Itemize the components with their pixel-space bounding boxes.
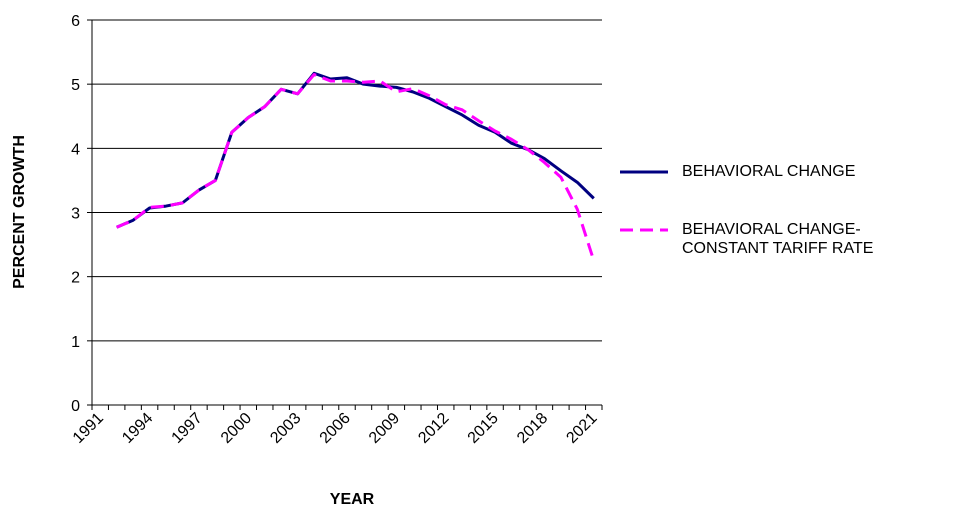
x-tick-label: 2012 <box>415 410 452 447</box>
x-tick-label: 2000 <box>218 410 255 447</box>
x-axis-title: YEAR <box>330 491 375 508</box>
x-tick-label: 2021 <box>563 410 600 447</box>
x-tick-label: 1991 <box>70 410 107 447</box>
y-tick-label: 3 <box>71 206 80 223</box>
x-tick-label: 2009 <box>366 410 403 447</box>
x-tick-label: 2006 <box>317 410 354 447</box>
x-tick-label: 1994 <box>119 410 156 447</box>
y-tick-label: 5 <box>71 77 80 94</box>
y-tick-label: 4 <box>71 141 80 158</box>
y-tick-label: 1 <box>71 334 80 351</box>
y-tick-label: 2 <box>71 270 80 287</box>
x-tick-label: 1997 <box>169 410 206 447</box>
legend-label: BEHAVIORAL CHANGE <box>682 163 856 180</box>
x-tick-label: 2003 <box>267 410 304 447</box>
series-line <box>116 73 596 262</box>
y-axis-title: PERCENT GROWTH <box>11 135 28 289</box>
x-tick-label: 2018 <box>514 410 551 447</box>
series-line <box>116 71 595 229</box>
y-tick-label: 0 <box>71 398 80 415</box>
y-tick-label: 6 <box>71 13 80 30</box>
x-tick-label: 2015 <box>465 410 502 447</box>
legend-label: BEHAVIORAL CHANGE- CONSTANT TARIFF RATE <box>682 221 874 257</box>
